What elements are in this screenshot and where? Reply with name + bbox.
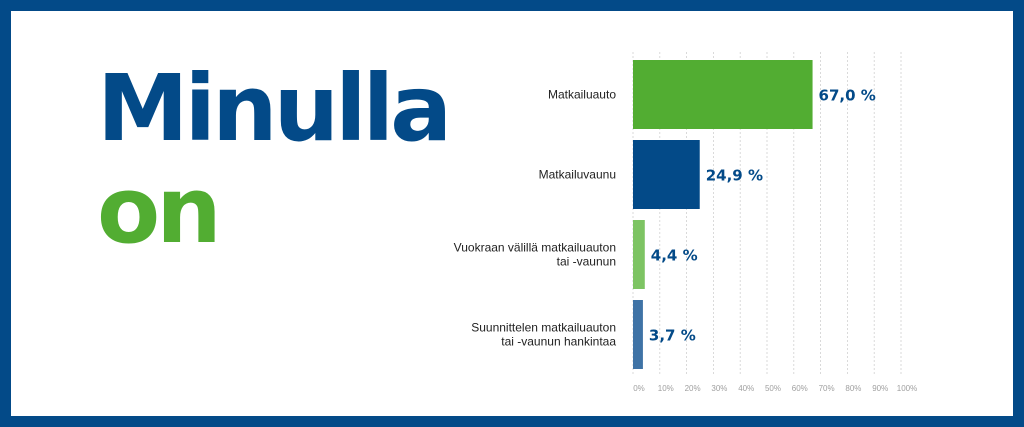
bar-value-label: 67,0 % xyxy=(819,87,876,105)
x-tick-label: 80% xyxy=(845,384,861,393)
bar-value-label: 4,4 % xyxy=(651,247,698,265)
x-tick-label: 60% xyxy=(792,384,808,393)
category-label-line: Suunnittelen matkailuauton xyxy=(471,321,616,335)
x-tick-label: 0% xyxy=(633,384,645,393)
bar-value-label: 24,9 % xyxy=(706,167,763,185)
category-label: Vuokraan välillä matkailuauton tai -vaunu… xyxy=(454,241,616,269)
x-tick-label: 20% xyxy=(685,384,701,393)
headline-line-2: on xyxy=(97,157,222,264)
x-tick-label: 10% xyxy=(658,384,674,393)
chart-x-axis-ticks: 0% 10% 20% 30% 40% 50% 60% 70% 80% 90% 100% xyxy=(633,384,917,393)
x-tick-label: 50% xyxy=(765,384,781,393)
x-tick-label: 30% xyxy=(711,384,727,393)
category-label-line: tai -vaunun xyxy=(557,255,616,269)
chart-labels: 67,0 % Matkailuauto 24,9 % Matkailuvaunu 4,4… xyxy=(454,87,876,349)
x-tick-label: 40% xyxy=(738,384,754,393)
category-label-line: Matkailuauto xyxy=(548,88,616,102)
bar xyxy=(633,60,813,129)
x-tick-label: 100% xyxy=(897,384,917,393)
category-label: Suunnittelen matkailuauton tai -vaunun ha… xyxy=(471,321,616,349)
category-label-line: Matkailuvaunu xyxy=(539,168,616,182)
bar xyxy=(633,140,700,209)
chart-bars xyxy=(633,60,813,369)
bar-value-label: 3,7 % xyxy=(649,327,696,345)
bar xyxy=(633,220,645,289)
bar xyxy=(633,300,643,369)
x-tick-label: 70% xyxy=(819,384,835,393)
x-tick-label: 90% xyxy=(872,384,888,393)
headline-line-1: Minulla xyxy=(97,55,452,162)
headline: Minulla on xyxy=(97,55,452,264)
category-label-line: tai -vaunun hankintaa xyxy=(501,335,616,349)
category-label-line: Vuokraan välillä matkailuauton xyxy=(454,241,616,255)
category-label: Matkailuvaunu xyxy=(539,168,616,182)
category-label: Matkailuauto xyxy=(548,88,616,102)
